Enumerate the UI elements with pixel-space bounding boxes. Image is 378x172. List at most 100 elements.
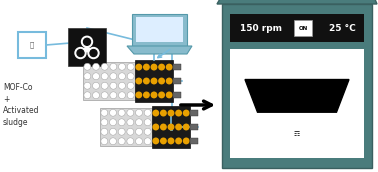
Circle shape <box>101 82 108 89</box>
Circle shape <box>183 137 190 144</box>
Text: ☶: ☶ <box>294 131 300 137</box>
Bar <box>230 14 364 42</box>
Circle shape <box>85 47 90 52</box>
Bar <box>68 28 106 66</box>
Circle shape <box>119 82 125 89</box>
Circle shape <box>90 50 97 57</box>
Circle shape <box>101 73 108 80</box>
Circle shape <box>175 137 182 144</box>
Circle shape <box>158 64 165 71</box>
Circle shape <box>110 92 117 99</box>
Circle shape <box>160 123 167 130</box>
Circle shape <box>88 47 99 58</box>
Bar <box>132 14 187 46</box>
Circle shape <box>110 73 117 80</box>
Bar <box>190 138 198 144</box>
Circle shape <box>77 50 84 57</box>
Circle shape <box>175 123 182 130</box>
Bar <box>230 49 364 158</box>
Circle shape <box>144 138 151 145</box>
Circle shape <box>158 92 165 98</box>
Circle shape <box>118 109 125 116</box>
Bar <box>136 17 183 42</box>
Circle shape <box>150 64 158 71</box>
Bar <box>173 78 181 84</box>
Circle shape <box>158 78 165 84</box>
Circle shape <box>118 128 125 135</box>
Text: 25 °C: 25 °C <box>329 24 356 33</box>
Circle shape <box>152 137 159 144</box>
Bar <box>173 64 181 70</box>
Bar <box>83 62 135 100</box>
Bar <box>294 20 312 36</box>
Bar <box>190 110 198 116</box>
Circle shape <box>127 109 134 116</box>
Circle shape <box>93 73 99 80</box>
Circle shape <box>84 82 91 89</box>
Circle shape <box>110 119 116 126</box>
Circle shape <box>93 63 99 70</box>
Circle shape <box>183 123 190 130</box>
Text: 150 rpm: 150 rpm <box>240 24 282 33</box>
Circle shape <box>136 138 143 145</box>
Circle shape <box>75 47 86 58</box>
Circle shape <box>118 119 125 126</box>
Circle shape <box>150 78 158 84</box>
Circle shape <box>84 73 91 80</box>
Circle shape <box>136 128 143 135</box>
Circle shape <box>101 92 108 99</box>
Circle shape <box>101 138 108 145</box>
Circle shape <box>127 138 134 145</box>
Bar <box>173 92 181 98</box>
Circle shape <box>110 138 116 145</box>
Circle shape <box>160 137 167 144</box>
Circle shape <box>166 78 173 84</box>
Circle shape <box>118 138 125 145</box>
Circle shape <box>135 92 142 98</box>
Circle shape <box>127 92 134 99</box>
Circle shape <box>152 123 159 130</box>
Circle shape <box>119 73 125 80</box>
Circle shape <box>127 82 134 89</box>
Circle shape <box>110 128 116 135</box>
Circle shape <box>119 92 125 99</box>
Polygon shape <box>245 79 349 112</box>
Circle shape <box>166 64 173 71</box>
Text: 🚶: 🚶 <box>30 42 34 48</box>
Circle shape <box>183 110 190 116</box>
Circle shape <box>119 63 125 70</box>
Bar <box>135 60 173 102</box>
Circle shape <box>101 109 108 116</box>
Circle shape <box>143 78 150 84</box>
Circle shape <box>127 128 134 135</box>
Circle shape <box>143 92 150 98</box>
Circle shape <box>135 78 142 84</box>
Bar <box>190 124 198 130</box>
Polygon shape <box>127 46 192 54</box>
Circle shape <box>167 137 175 144</box>
Circle shape <box>166 92 173 98</box>
Circle shape <box>93 82 99 89</box>
Circle shape <box>152 110 159 116</box>
Circle shape <box>110 109 116 116</box>
Bar <box>222 4 372 168</box>
Circle shape <box>167 110 175 116</box>
Circle shape <box>84 38 90 45</box>
Circle shape <box>136 109 143 116</box>
Text: ON: ON <box>298 25 308 30</box>
Bar <box>100 108 152 146</box>
Circle shape <box>127 119 134 126</box>
Circle shape <box>160 110 167 116</box>
Circle shape <box>84 92 91 99</box>
Circle shape <box>127 63 134 70</box>
Circle shape <box>110 82 117 89</box>
Circle shape <box>175 110 182 116</box>
Bar <box>152 106 190 148</box>
Circle shape <box>101 128 108 135</box>
Circle shape <box>135 64 142 71</box>
Circle shape <box>84 63 91 70</box>
Bar <box>18 32 46 58</box>
Circle shape <box>110 63 117 70</box>
Circle shape <box>93 92 99 99</box>
Circle shape <box>144 109 151 116</box>
